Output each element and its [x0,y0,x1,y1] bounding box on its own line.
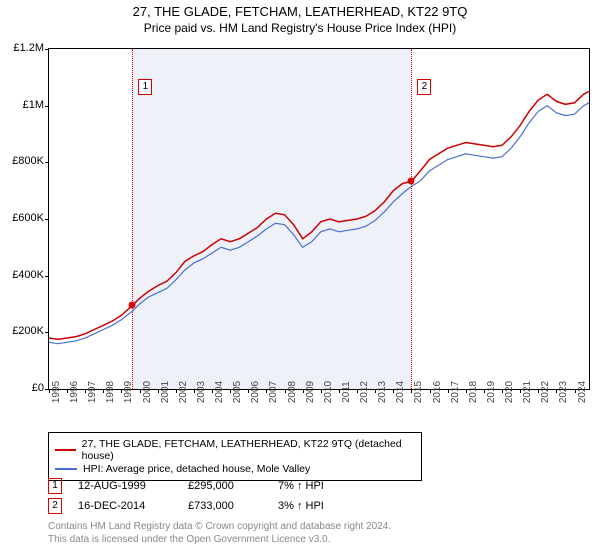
marker-ref-box: 2 [48,498,62,514]
legend-item: 27, THE GLADE, FETCHAM, LEATHERHEAD, KT2… [55,438,415,462]
x-axis-label: 2011 [341,381,352,403]
titles: 27, THE GLADE, FETCHAM, LEATHERHEAD, KT2… [0,0,600,35]
sale-date: 16-DEC-2014 [78,500,188,512]
x-axis-label: 2008 [287,381,298,403]
legend-label: HPI: Average price, detached house, Mole… [83,463,310,475]
table-row: 1 12-AUG-1999 £295,000 7% ↑ HPI [48,478,358,494]
x-axis-label: 2018 [468,381,479,403]
legend: 27, THE GLADE, FETCHAM, LEATHERHEAD, KT2… [48,432,422,481]
x-axis-label: 2022 [540,381,551,403]
legend-swatch [55,449,76,451]
x-axis-label: 2012 [359,381,370,403]
x-axis-label: 2002 [178,381,189,403]
sale-date: 12-AUG-1999 [78,480,188,492]
x-axis-label: 2024 [577,381,588,403]
marker-ref-box: 1 [48,478,62,494]
title-subtitle: Price paid vs. HM Land Registry's House … [0,21,600,35]
y-axis-label: £0 [32,382,44,394]
x-axis-label: 2006 [250,381,261,403]
chart-plot-area: 12 [48,48,590,390]
x-axis-label: 1997 [87,381,98,403]
y-axis-label: £1.2M [13,42,44,54]
x-axis-label: 2023 [558,381,569,403]
x-axis-label: 2019 [486,381,497,403]
x-axis-label: 1998 [105,381,116,403]
x-axis-label: 1996 [69,381,80,403]
sale-price: £295,000 [188,480,278,492]
chart-container: 27, THE GLADE, FETCHAM, LEATHERHEAD, KT2… [0,0,600,560]
table-row: 2 16-DEC-2014 £733,000 3% ↑ HPI [48,498,358,514]
x-axis-label: 1999 [123,381,134,403]
chart-lines-svg [49,49,589,389]
attribution: Contains HM Land Registry data © Crown c… [48,520,391,546]
marker-box: 2 [417,79,431,95]
x-axis-label: 2000 [142,381,153,403]
x-axis-label: 2009 [305,381,316,403]
x-axis-label: 2017 [450,381,461,403]
x-axis-label: 2016 [432,381,443,403]
title-address: 27, THE GLADE, FETCHAM, LEATHERHEAD, KT2… [0,4,600,19]
y-axis-label: £1M [23,99,44,111]
sale-change: 3% ↑ HPI [278,500,358,512]
legend-item: HPI: Average price, detached house, Mole… [55,463,415,475]
y-axis-label: £200K [12,325,44,337]
attribution-line: Contains HM Land Registry data © Crown c… [48,520,391,533]
x-axis-label: 2020 [504,381,515,403]
sales-table: 1 12-AUG-1999 £295,000 7% ↑ HPI 2 16-DEC… [48,478,358,518]
y-axis-label: £400K [12,269,44,281]
legend-swatch [55,468,77,470]
x-axis-label: 1995 [51,381,62,403]
x-axis-label: 2015 [413,381,424,403]
attribution-line: This data is licensed under the Open Gov… [48,533,391,546]
x-axis-label: 2004 [214,381,225,403]
sale-price: £733,000 [188,500,278,512]
marker-box: 1 [138,79,152,95]
x-axis-label: 2001 [160,381,171,403]
x-axis-label: 2013 [377,381,388,403]
sale-change: 7% ↑ HPI [278,480,358,492]
y-axis-label: £600K [12,212,44,224]
x-axis-label: 2010 [323,381,334,403]
x-axis-label: 2021 [522,381,533,403]
x-axis-label: 2007 [268,381,279,403]
y-axis-label: £800K [12,155,44,167]
x-axis-label: 2014 [395,381,406,403]
x-axis-label: 2003 [196,381,207,403]
legend-label: 27, THE GLADE, FETCHAM, LEATHERHEAD, KT2… [82,438,415,462]
x-axis-label: 2005 [232,381,243,403]
